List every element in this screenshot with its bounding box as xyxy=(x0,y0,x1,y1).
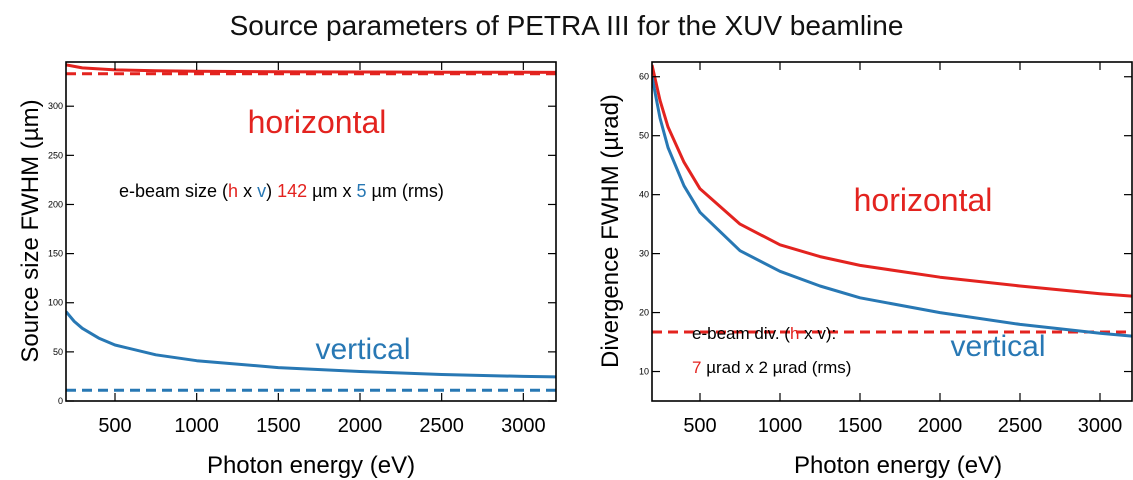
right-series-horizontal-line xyxy=(652,64,1132,298)
chart-title: Source parameters of PETRA III for the X… xyxy=(229,10,904,41)
left-y-tick-label: 250 xyxy=(48,150,63,160)
left-ebeam-size-annotation: e-beam size (h x v) 142 µm x 5 µm (rms) xyxy=(119,181,444,201)
right-y-tick-label: 60 xyxy=(639,72,649,82)
left-x-axis: 500 1000 1500 2000 2500 3000 xyxy=(98,62,546,437)
right-x-tick-label: 1500 xyxy=(838,415,883,437)
left-x-tick-label: 2000 xyxy=(338,415,383,437)
right-ebeam-div-annotation-line2: 7 µrad x 2 µrad (rms) xyxy=(692,358,851,377)
left-x-axis-title: Photon energy (eV) xyxy=(207,452,415,479)
left-vertical-label: vertical xyxy=(315,333,410,366)
right-x-axis-title: Photon energy (eV) xyxy=(794,452,1002,479)
right-series-group xyxy=(652,64,1132,401)
left-series-vertical-line xyxy=(66,310,556,379)
left-y-tick-label: 300 xyxy=(48,101,63,111)
left-horizontal-label: horizontal xyxy=(248,104,387,140)
left-x-tick-label: 1000 xyxy=(174,415,219,437)
right-ebeam-div-annotation-line1: e-beam div. (h x v): xyxy=(692,324,836,343)
left-plot-frame xyxy=(65,61,557,402)
right-x-axis: 500 1000 1500 2000 2500 3000 xyxy=(683,62,1122,437)
left-y-axis-title: Source size FWHM (µm) xyxy=(17,99,44,362)
left-y-tick-label: 150 xyxy=(48,249,63,259)
left-x-tick-label: 500 xyxy=(98,415,131,437)
left-y-tick-label: 0 xyxy=(58,396,63,406)
right-y-axis-title: Divergence FWHM (µrad) xyxy=(597,94,624,368)
panel-divergence: 500 1000 1500 2000 2500 3000 10 20 30 40 50 60 Pho… xyxy=(597,61,1133,479)
right-x-tick-label: 2500 xyxy=(998,415,1043,437)
right-y-tick-label: 20 xyxy=(639,308,649,318)
right-x-tick-label: 3000 xyxy=(1078,415,1123,437)
right-y-axis: 10 20 30 40 50 60 xyxy=(639,72,1132,377)
left-y-tick-label: 50 xyxy=(53,347,63,357)
left-y-tick-label: 200 xyxy=(48,199,63,209)
right-x-tick-label: 500 xyxy=(683,415,716,437)
left-series-horizontal-line xyxy=(66,63,556,74)
right-y-tick-label: 50 xyxy=(639,131,649,141)
right-x-tick-label: 1000 xyxy=(758,415,803,437)
right-x-tick-label: 2000 xyxy=(918,415,963,437)
right-horizontal-label: horizontal xyxy=(854,182,993,218)
right-y-tick-label: 30 xyxy=(639,249,649,259)
left-y-axis: 0 50 100 150 200 250 300 xyxy=(48,101,556,406)
left-series-group xyxy=(66,63,556,392)
right-plot-frame xyxy=(651,61,1133,402)
right-y-tick-label: 10 xyxy=(639,367,649,377)
left-y-tick-label: 100 xyxy=(48,298,63,308)
panel-source-size: 500 1000 1500 2000 2500 3000 0 50 100 150 200 250 3… xyxy=(17,61,557,479)
right-series-vertical-line xyxy=(652,76,1132,338)
right-vertical-label: vertical xyxy=(950,330,1045,363)
left-x-tick-label: 1500 xyxy=(256,415,301,437)
left-x-tick-label: 2500 xyxy=(419,415,464,437)
left-x-tick-label: 3000 xyxy=(501,415,546,437)
right-y-tick-label: 40 xyxy=(639,190,649,200)
